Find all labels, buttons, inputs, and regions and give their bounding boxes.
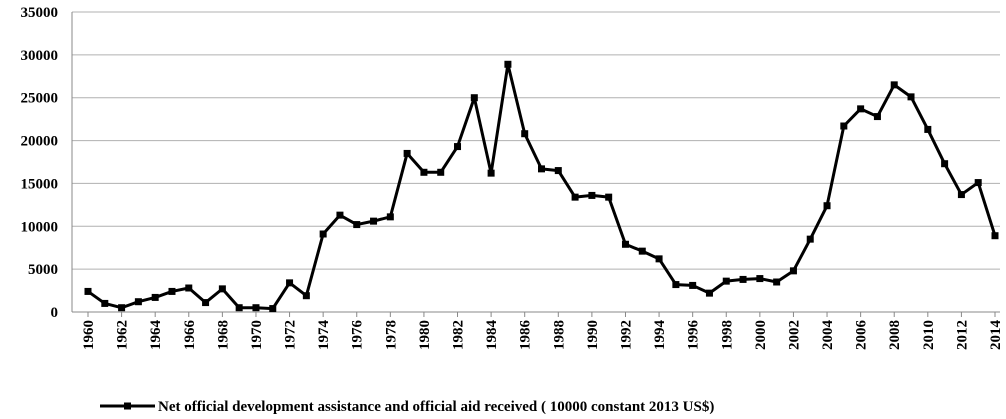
data-point	[420, 168, 428, 176]
x-tick-label: 1974	[316, 320, 332, 351]
x-tick-label: 1970	[249, 320, 265, 350]
x-tick-label: 2012	[954, 320, 970, 350]
x-tick-label: 2002	[786, 320, 802, 350]
data-point	[538, 165, 545, 173]
data-point	[705, 289, 713, 297]
data-point	[235, 304, 243, 312]
x-tick-label: 2000	[753, 320, 769, 350]
x-tick-label: 2006	[854, 320, 870, 351]
data-point	[907, 93, 915, 101]
y-tick-label: 30000	[21, 48, 59, 64]
x-tick-label: 1996	[686, 320, 702, 351]
data-point	[974, 179, 982, 187]
data-point	[605, 193, 613, 201]
data-point	[638, 247, 646, 255]
data-point	[890, 81, 898, 89]
data-point	[621, 240, 629, 248]
data-point	[655, 255, 663, 263]
data-point	[454, 143, 462, 151]
x-tick-label: 1984	[484, 319, 500, 350]
data-point	[252, 304, 260, 312]
data-point	[370, 217, 378, 225]
data-point	[773, 278, 781, 286]
x-tick-label: 1982	[451, 320, 467, 350]
x-tick-label: 1994	[652, 320, 668, 351]
x-tick-label: 1992	[618, 320, 634, 350]
data-point	[957, 191, 965, 199]
x-tick-label: 1978	[383, 320, 399, 350]
data-point	[302, 292, 310, 300]
data-point	[672, 281, 680, 289]
data-line	[87, 62, 997, 311]
data-point	[168, 287, 176, 295]
x-tick-label: 2010	[921, 320, 937, 350]
data-point	[873, 113, 881, 121]
x-tick-label: 1962	[115, 320, 131, 350]
x-tick-label: 1988	[551, 320, 567, 350]
data-point	[991, 232, 999, 240]
data-point	[689, 281, 697, 289]
y-tick-label: 15000	[21, 176, 59, 192]
y-tick-label: 25000	[21, 91, 59, 107]
data-point	[437, 168, 445, 176]
data-point	[487, 169, 495, 177]
data-point	[756, 275, 764, 283]
data-point	[336, 211, 344, 219]
legend-label: Net official development assistance and …	[158, 399, 714, 415]
legend-marker	[124, 402, 131, 410]
x-tick-label: 1976	[350, 320, 366, 351]
data-point	[789, 267, 797, 275]
x-tick-label: 1990	[585, 320, 601, 350]
x-tick-label: 1980	[417, 320, 433, 350]
x-tick-label: 2008	[887, 320, 903, 350]
data-point	[84, 287, 92, 295]
x-tick-label: 1964	[148, 320, 164, 351]
data-point	[571, 193, 579, 201]
x-tick-label: 1968	[215, 320, 231, 350]
data-point	[739, 275, 747, 283]
x-tick-label: 1966	[182, 320, 198, 351]
data-point	[386, 213, 394, 221]
data-point	[151, 293, 159, 301]
data-point	[823, 202, 831, 210]
data-point	[924, 125, 932, 133]
x-tick-label: 2014	[988, 320, 1004, 351]
data-point	[722, 277, 730, 285]
data-point	[840, 122, 848, 130]
data-point	[269, 305, 277, 313]
data-point	[588, 191, 596, 199]
data-point	[101, 299, 109, 307]
data-point	[353, 221, 361, 229]
y-tick-label: 10000	[21, 219, 59, 235]
y-tick-label: 35000	[21, 5, 59, 21]
x-tick-label: 1960	[81, 320, 97, 350]
x-tick-label: 1986	[518, 320, 534, 351]
data-point	[118, 304, 126, 312]
data-point	[218, 285, 226, 293]
data-point	[941, 160, 949, 168]
data-point	[286, 279, 294, 287]
data-point	[504, 60, 512, 68]
data-point	[202, 299, 210, 307]
y-tick-label: 0	[51, 305, 59, 321]
y-tick-label: 5000	[28, 262, 58, 278]
y-tick-label: 20000	[21, 134, 59, 150]
data-point	[554, 167, 562, 175]
data-point	[806, 235, 814, 243]
data-point	[521, 130, 529, 138]
data-point	[319, 230, 327, 238]
x-tick-label: 1972	[283, 320, 299, 350]
x-tick-label: 1998	[719, 320, 735, 350]
data-point	[134, 298, 142, 306]
x-tick-label: 2004	[820, 320, 836, 351]
data-point	[470, 94, 478, 102]
data-point	[857, 105, 865, 113]
data-point	[403, 149, 411, 157]
data-point	[185, 284, 193, 292]
